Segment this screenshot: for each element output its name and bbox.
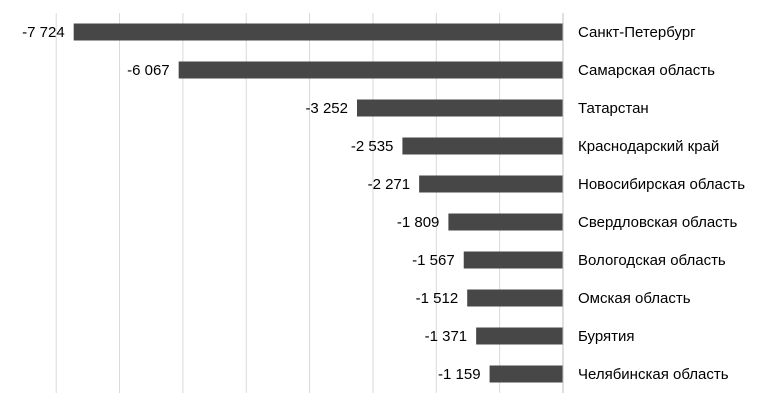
- category-label: Челябинская область: [578, 366, 729, 383]
- bar-value-label: -2 271: [368, 176, 411, 193]
- bar-value-label: -1 512: [416, 290, 459, 307]
- bar: [402, 137, 563, 155]
- category-label: Санкт-Петербург: [578, 24, 696, 41]
- value-labels: -7 724 -6 067 -3 252 -2 535 -2 271 -1 809 -1 5…: [22, 24, 480, 383]
- category-label: Вологодская область: [578, 252, 726, 269]
- category-label: Татарстан: [578, 100, 649, 117]
- bar-value-label: -2 535: [351, 138, 394, 155]
- bar: [419, 175, 563, 193]
- bar: [448, 213, 563, 231]
- bar: [489, 365, 563, 383]
- bar: [467, 289, 563, 307]
- bars: [73, 23, 563, 383]
- bar: [178, 61, 563, 79]
- bar-value-label: -1 567: [412, 252, 455, 269]
- category-label: Краснодарский край: [578, 138, 719, 155]
- category-labels: Санкт-Петербург Самарская область Татарста…: [578, 24, 745, 383]
- bar-value-label: -6 067: [127, 62, 170, 79]
- bar-value-label: -7 724: [22, 24, 65, 41]
- category-label: Омская область: [578, 290, 691, 307]
- bar: [476, 327, 563, 345]
- bar-value-label: -1 809: [397, 214, 440, 231]
- category-label: Свердловская область: [578, 214, 738, 231]
- bar-value-label: -3 252: [305, 100, 348, 117]
- bar-value-label: -1 371: [425, 328, 468, 345]
- bar: [73, 23, 563, 41]
- category-label: Самарская область: [578, 62, 715, 79]
- bar-value-label: -1 159: [438, 366, 481, 383]
- category-label: Бурятия: [578, 328, 635, 345]
- bar: [463, 251, 563, 269]
- bar: [356, 99, 563, 117]
- category-label: Новосибирская область: [578, 176, 745, 193]
